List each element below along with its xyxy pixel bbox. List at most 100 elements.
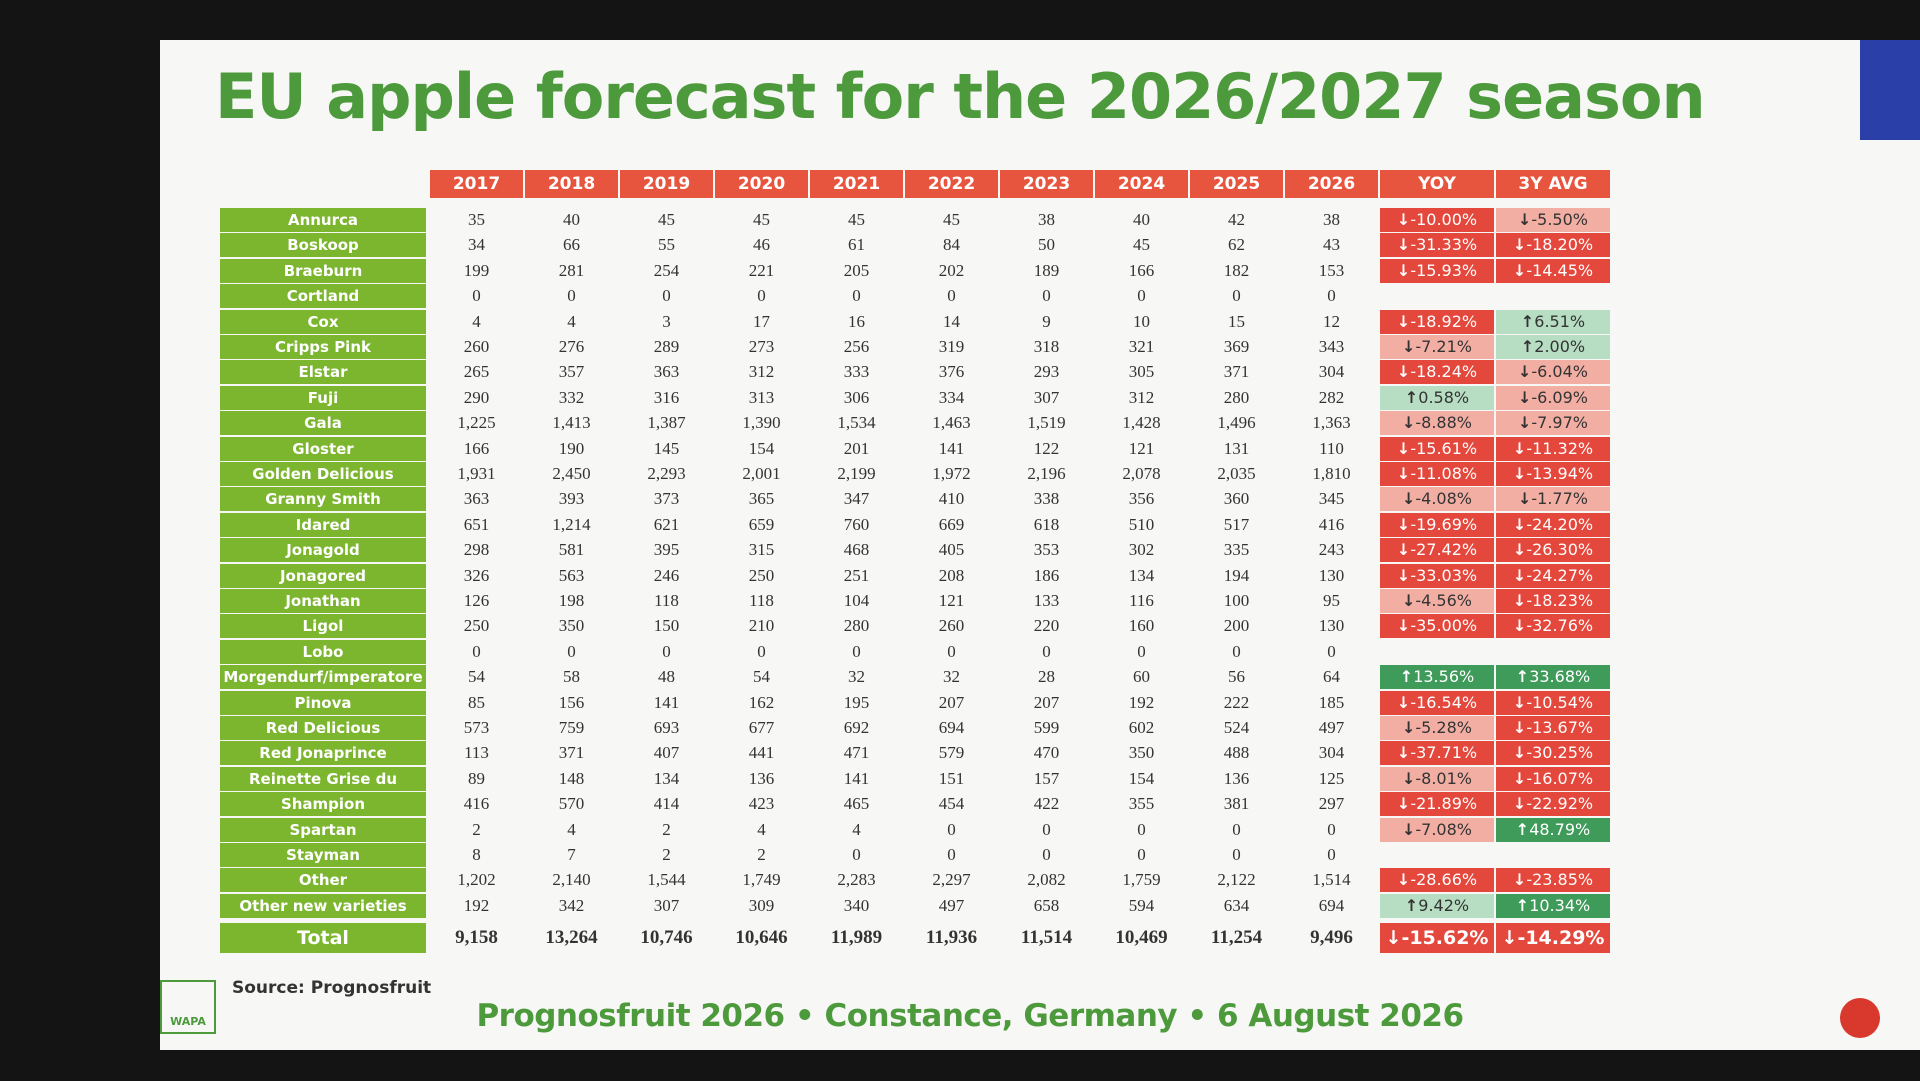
avg-cell: 10.34%	[1496, 893, 1610, 920]
value-cell: 694	[938, 718, 965, 737]
value-cell: 338	[1033, 489, 1060, 509]
avg-cell: -18.20%	[1496, 233, 1610, 260]
value-cell: 246	[653, 565, 680, 585]
yoy-cell: -19.69%	[1380, 512, 1494, 539]
value-cell: 256	[843, 337, 870, 356]
value-cell: 250	[748, 565, 775, 585]
value-cell: 200	[1223, 616, 1250, 636]
value-cell: 0	[1042, 845, 1051, 864]
value-cell: 198	[558, 591, 585, 610]
avg-cell: -6.09%	[1496, 385, 1610, 412]
value-cell: 306	[843, 387, 870, 407]
value-cell: 280	[843, 616, 870, 636]
value-cell: 85	[468, 692, 485, 712]
value-cell: 2,293	[647, 464, 686, 483]
value-cell: 282	[1318, 387, 1345, 407]
value-cell: 599	[1033, 718, 1060, 737]
value-cell: 1,544	[647, 870, 686, 890]
avg-cell: -26.30%	[1496, 538, 1610, 565]
value-cell: 312	[748, 362, 775, 382]
value-cell: 9,158	[455, 927, 498, 949]
value-cell: 410	[938, 489, 965, 509]
column-header: 3Y AVG	[1496, 170, 1610, 198]
value-cell: 2	[757, 845, 766, 864]
value-cell: 222	[1223, 692, 1250, 712]
value-cell: 104	[843, 591, 870, 610]
value-cell: 326	[463, 565, 490, 585]
value-cell: 305	[1128, 362, 1155, 382]
value-cell: 307	[653, 895, 680, 915]
value-cell: 0	[1137, 819, 1146, 839]
yoy-cell: -18.92%	[1380, 309, 1494, 336]
value-cell: 110	[1319, 438, 1344, 458]
value-cell: 64	[1323, 667, 1340, 687]
value-cell: 250	[463, 616, 490, 636]
value-cell: 340	[843, 895, 870, 915]
yoy-cell: -4.56%	[1380, 589, 1494, 615]
value-cell: 11,254	[1210, 927, 1263, 949]
value-cell: 2,082	[1027, 870, 1066, 890]
variety-label: Cripps Pink	[220, 335, 426, 361]
value-cell: 0	[757, 286, 766, 306]
yoy-cell: 0.58%	[1380, 385, 1494, 412]
value-cell: 2,297	[932, 870, 971, 890]
value-cell: 371	[1223, 362, 1250, 382]
variety-label: Total	[220, 923, 426, 956]
avg-cell: -14.45%	[1496, 258, 1610, 285]
value-cell: 136	[748, 768, 775, 788]
value-cell: 0	[947, 819, 956, 839]
value-cell: 125	[1318, 768, 1345, 788]
value-cell: 13,264	[545, 927, 598, 949]
value-cell: 407	[653, 743, 680, 763]
value-cell: 760	[843, 514, 870, 534]
avg-cell: -14.29%	[1496, 923, 1610, 956]
value-cell: 9,496	[1310, 927, 1353, 949]
value-cell: 14	[943, 311, 960, 331]
value-cell: 471	[843, 743, 870, 763]
value-cell: 126	[463, 591, 490, 610]
variety-label: Jonagold	[220, 538, 426, 565]
value-cell: 1,428	[1122, 413, 1161, 433]
value-cell: 659	[748, 514, 775, 534]
column-header: 2025	[1190, 170, 1283, 198]
value-cell: 1,972	[932, 464, 971, 483]
value-cell: 304	[1318, 362, 1345, 382]
value-cell: 319	[938, 337, 965, 356]
variety-label: Gala	[220, 411, 426, 438]
value-cell: 260	[463, 337, 490, 356]
value-cell: 166	[463, 438, 490, 458]
value-cell: 194	[1223, 565, 1250, 585]
value-cell: 157	[1033, 768, 1060, 788]
yoy-cell: 9.42%	[1380, 893, 1494, 920]
value-cell: 441	[748, 743, 775, 763]
value-cell: 10,746	[640, 927, 693, 949]
value-cell: 692	[843, 718, 870, 737]
yoy-cell: -15.62%	[1380, 923, 1494, 956]
value-cell: 468	[843, 540, 870, 560]
value-cell: 2,001	[742, 464, 781, 483]
variety-label: Golden Delicious	[220, 462, 426, 488]
value-cell: 0	[1042, 286, 1051, 306]
value-cell: 334	[938, 387, 965, 407]
value-cell: 45	[1133, 235, 1150, 255]
value-cell: 192	[463, 895, 490, 915]
value-cell: 154	[748, 438, 775, 458]
value-cell: 0	[567, 286, 576, 306]
value-cell: 563	[558, 565, 585, 585]
value-cell: 1,390	[742, 413, 781, 433]
value-cell: 54	[468, 667, 485, 687]
value-cell: 0	[1232, 819, 1241, 839]
value-cell: 0	[1232, 845, 1241, 864]
value-cell: 345	[1318, 489, 1345, 509]
value-cell: 2,450	[552, 464, 591, 483]
column-header: 2023	[1000, 170, 1093, 198]
value-cell: 307	[1033, 387, 1060, 407]
value-cell: 350	[1128, 743, 1155, 763]
value-cell: 4	[757, 819, 766, 839]
slide: EU apple forecast for the 2026/2027 seas…	[160, 40, 1920, 1050]
value-cell: 10,469	[1115, 927, 1168, 949]
value-cell: 651	[463, 514, 490, 534]
value-cell: 56	[1228, 667, 1245, 687]
value-cell: 134	[1128, 565, 1155, 585]
value-cell: 4	[852, 819, 861, 839]
